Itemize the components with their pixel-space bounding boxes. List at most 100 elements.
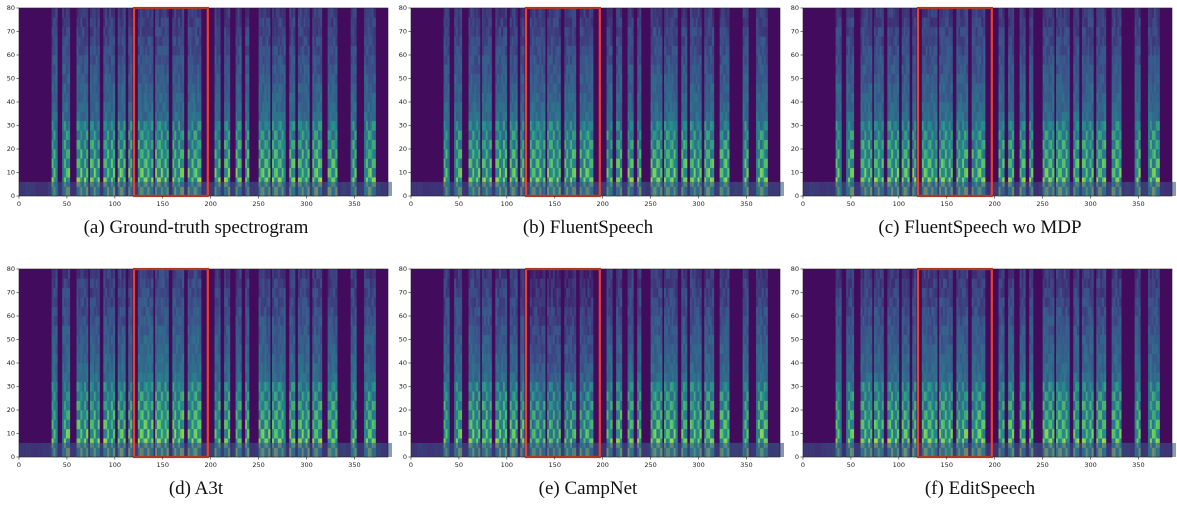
heatmap-cell (226, 158, 229, 169)
heatmap-cell (531, 111, 534, 122)
heatmap-cell (504, 111, 508, 122)
heatmap-cell (485, 64, 488, 75)
heatmap-cell (529, 111, 533, 122)
heatmap-cell (533, 36, 536, 46)
heatmap-cell (547, 45, 550, 56)
heatmap-cell (520, 64, 523, 75)
heatmap-cell (618, 167, 621, 178)
heatmap-cell (474, 55, 477, 65)
heatmap-cell (84, 92, 87, 103)
heatmap-cell (367, 64, 371, 75)
heatmap-cell (564, 55, 567, 65)
heatmap-cell (303, 139, 306, 150)
heatmap-cell (568, 8, 571, 18)
heatmap-cell (352, 167, 355, 178)
heatmap-cell (572, 92, 575, 103)
heatmap-cell (105, 149, 108, 159)
heatmap-cell (706, 45, 709, 56)
heatmap-cell (656, 139, 659, 150)
heatmap-cell (501, 92, 504, 103)
heatmap-cell (164, 92, 167, 103)
heatmap-cell (352, 45, 355, 56)
heatmap-cell (639, 139, 642, 150)
heatmap-cell (53, 102, 56, 112)
heatmap-cell (697, 55, 700, 65)
heatmap-cell (149, 158, 152, 169)
heatmap-cell (55, 36, 58, 46)
heatmap-cell (515, 17, 518, 28)
heatmap-cell (67, 26, 71, 37)
heatmap-cell (685, 92, 688, 103)
heatmap-cell (547, 111, 550, 122)
heatmap-cell (237, 64, 240, 75)
heatmap-cell (157, 45, 160, 56)
heatmap-cell (606, 181, 613, 196)
heatmap-cell (513, 26, 516, 37)
heatmap-cell (367, 130, 371, 140)
heatmap-cell (685, 111, 688, 122)
heatmap-cell (354, 17, 357, 28)
heatmap-cell (529, 45, 533, 56)
heatmap-cell (543, 73, 546, 84)
heatmap-cell (199, 83, 202, 93)
heatmap-cell (639, 64, 642, 75)
heatmap-cell (327, 130, 330, 140)
heatmap-cell (529, 139, 533, 150)
heatmap-cell (765, 158, 768, 169)
heatmap-cell (195, 139, 198, 150)
heatmap-cell (671, 36, 674, 46)
heatmap-cell (147, 120, 150, 131)
heatmap-cell (112, 167, 116, 178)
heatmap-cell (669, 120, 672, 131)
heatmap-cell (176, 102, 179, 112)
heatmap-cell (293, 158, 296, 169)
heatmap-cell (172, 45, 175, 56)
heatmap-cell (76, 26, 79, 37)
heatmap-cell (685, 102, 688, 112)
heatmap-cell (331, 158, 334, 169)
heatmap-cell (522, 149, 525, 159)
heatmap-cell (283, 102, 286, 112)
heatmap-cell (456, 111, 459, 122)
heatmap-cell (837, 139, 840, 150)
heatmap-cell (652, 130, 655, 140)
heatmap-cell (214, 36, 217, 46)
heatmap-cell (875, 102, 879, 112)
heatmap-cell (579, 55, 582, 65)
heatmap-cell (881, 17, 884, 28)
heatmap-cell (547, 158, 550, 169)
heatmap-cell (665, 45, 669, 56)
heatmap-cell (262, 17, 265, 28)
heatmap-cell (65, 73, 69, 84)
heatmap-cell (264, 111, 267, 122)
heatmap-cell (723, 64, 726, 75)
heatmap-cell (681, 73, 684, 84)
heatmap-cell (262, 130, 265, 140)
heatmap-cell (509, 73, 512, 84)
heatmap-cell (151, 130, 154, 140)
heatmap-cell (639, 130, 642, 140)
heatmap-cell (316, 26, 319, 37)
heatmap-cell (472, 36, 475, 46)
heatmap-cell (587, 139, 590, 150)
heatmap-cell (711, 139, 715, 150)
heatmap-cell (610, 17, 613, 28)
heatmap-cell (181, 120, 185, 131)
heatmap-cell (721, 36, 724, 46)
heatmap-cell (637, 45, 640, 56)
heatmap-cell (214, 8, 217, 18)
heatmap-cell (86, 55, 89, 65)
heatmap-cell (443, 158, 446, 169)
heatmap-cell (691, 111, 695, 122)
heatmap-cell (511, 167, 514, 178)
heatmap-cell (515, 8, 518, 18)
heatmap-cell (665, 83, 669, 93)
heatmap-cell (503, 45, 506, 56)
heatmap-cell (851, 111, 855, 122)
heatmap-cell (273, 83, 277, 93)
heatmap-cell (675, 92, 678, 103)
heatmap-cell (531, 158, 534, 169)
heatmap-cell (305, 36, 308, 46)
heatmap-cell (89, 8, 93, 18)
heatmap-cell (160, 120, 164, 131)
